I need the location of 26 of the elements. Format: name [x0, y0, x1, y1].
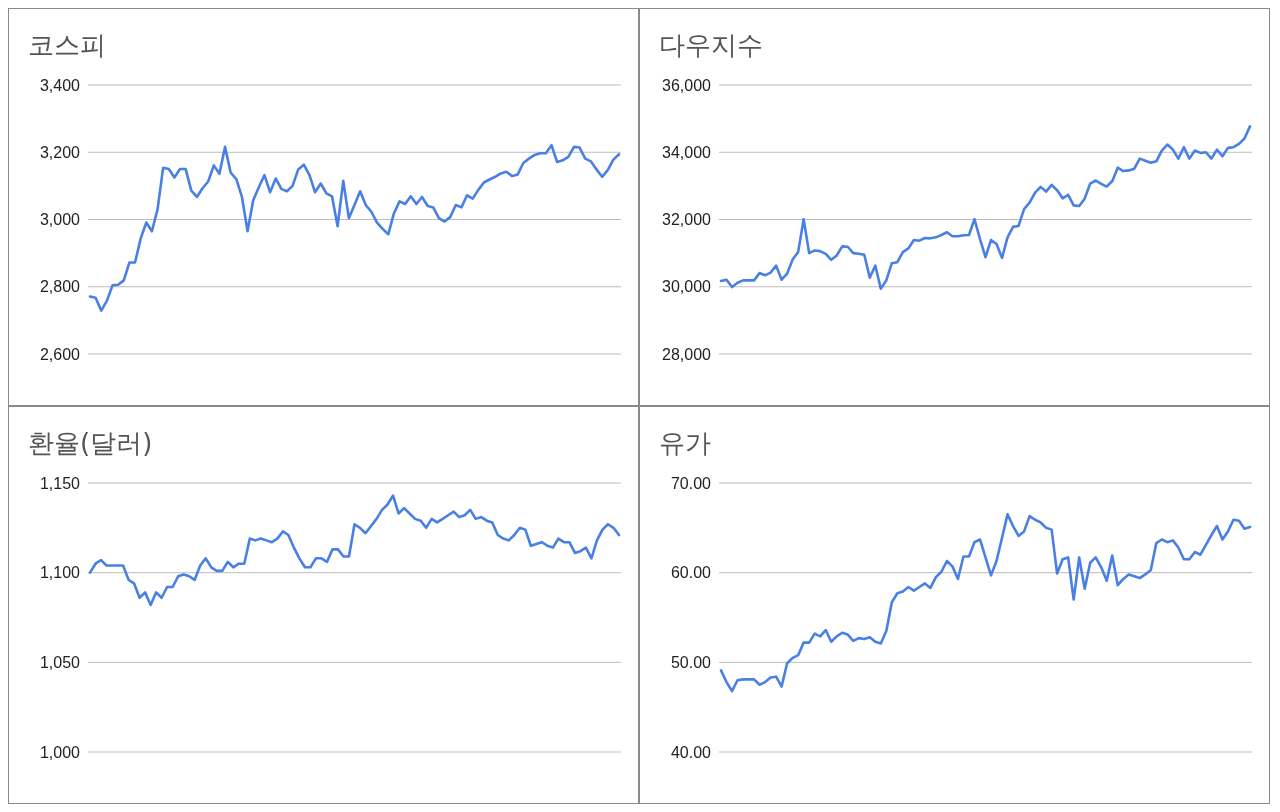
- line-series: [719, 513, 1252, 693]
- y-tick-label: 1,100: [39, 564, 81, 582]
- line-series: [88, 494, 621, 607]
- y-tick-label: 1,000: [39, 743, 81, 761]
- chart-title: 환율(달러): [28, 428, 153, 458]
- y-tick-label: 2,600: [39, 345, 81, 363]
- y-tick-label: 32,000: [662, 211, 712, 229]
- chart-title: 코스피: [28, 30, 106, 60]
- chart-title: 유가: [659, 428, 711, 458]
- y-tick-label: 1,150: [39, 474, 81, 492]
- chart-title: 다우지수: [659, 30, 763, 60]
- y-tick-label: 70.00: [670, 474, 712, 492]
- y-tick-label: 50.00: [670, 653, 712, 671]
- y-tick-label: 3,400: [39, 76, 81, 94]
- y-tick-label: 30,000: [662, 278, 712, 296]
- line-series: [719, 125, 1252, 291]
- y-tick-label: 3,000: [39, 211, 81, 229]
- y-tick-label: 60.00: [670, 564, 712, 582]
- y-tick-label: 36,000: [662, 76, 712, 94]
- y-tick-label: 2,800: [39, 278, 81, 296]
- y-tick-label: 3,200: [39, 143, 81, 161]
- y-tick-label: 28,000: [662, 345, 712, 363]
- y-tick-label: 34,000: [662, 143, 712, 161]
- y-tick-label: 40.00: [670, 743, 712, 761]
- line-series: [88, 143, 621, 312]
- y-tick-label: 1,050: [39, 653, 81, 671]
